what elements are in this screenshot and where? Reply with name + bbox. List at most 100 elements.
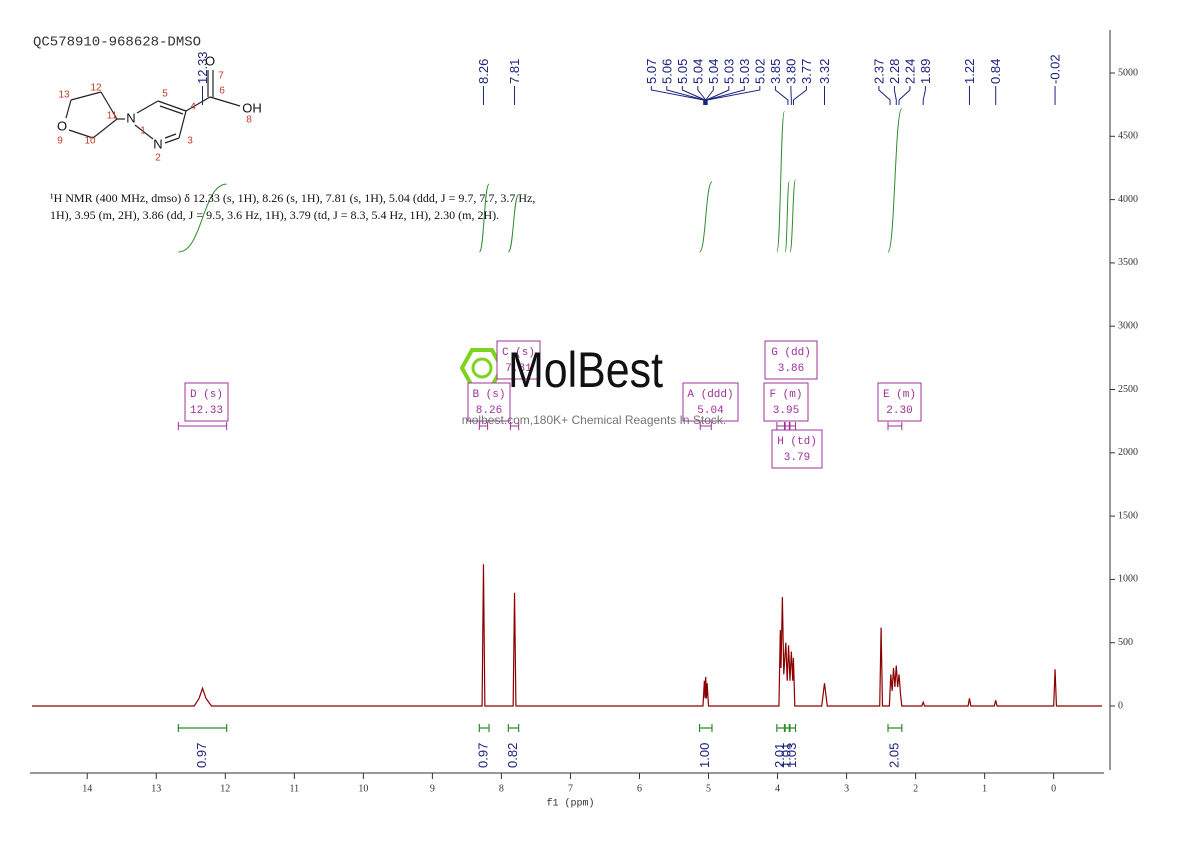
atom-number: 3 <box>187 136 193 147</box>
x-tick-label: 5 <box>706 783 711 794</box>
atom-number: 13 <box>58 90 70 101</box>
peak-label: 5.07 <box>644 59 659 84</box>
x-tick-label: 6 <box>637 783 642 794</box>
chart-title: QC578910-968628-DMSO <box>33 35 201 51</box>
atom-number: 4 <box>190 102 196 113</box>
atom-number: 5 <box>162 89 168 100</box>
peak-label: 5.03 <box>737 59 752 84</box>
multiplet-bracket <box>790 422 796 430</box>
x-tick-label: 4 <box>775 783 780 794</box>
integral-bracket <box>508 724 518 732</box>
multiplet-label: G (dd) <box>771 347 811 359</box>
peak-connector <box>775 86 788 105</box>
peak-label: 5.04 <box>706 59 721 84</box>
multiplet-label: F (m) <box>769 389 802 401</box>
nmr-description: ¹H NMR (400 MHz, dmso) δ 12.33 (s, 1H), … <box>50 191 535 205</box>
atom-label: O <box>205 53 215 68</box>
multiplet-bracket <box>777 422 785 430</box>
y-tick-label: 3500 <box>1118 257 1138 268</box>
x-tick-label: 1 <box>982 783 987 794</box>
multiplet-bracket <box>888 422 902 430</box>
integral-label: 0.97 <box>476 743 491 768</box>
bond <box>66 100 71 118</box>
nmr-description: 1H), 3.95 (m, 2H), 3.86 (dd, J = 9.5, 3.… <box>50 208 499 222</box>
peak-label: 1.22 <box>962 59 977 84</box>
peak-label: 0.84 <box>988 59 1003 84</box>
x-tick-label: 10 <box>358 783 368 794</box>
multiplet-label: B (s) <box>472 389 505 401</box>
peak-label: -0.02 <box>1047 54 1062 84</box>
multiplet-label: H (td) <box>777 436 817 448</box>
y-tick-label: 0 <box>1118 700 1123 711</box>
x-tick-label: 2 <box>913 783 918 794</box>
y-tick-label: 1500 <box>1118 510 1138 521</box>
bond <box>165 134 176 138</box>
peak-connector <box>923 86 925 105</box>
peak-connector <box>894 86 896 105</box>
x-tick-label: 8 <box>499 783 504 794</box>
atom-number: 1 <box>140 126 146 137</box>
integral-label: 1.03 <box>784 743 799 768</box>
atom-label: N <box>153 136 162 151</box>
integral-bracket <box>777 724 785 732</box>
y-tick-label: 2000 <box>1118 447 1138 458</box>
atom-number: 9 <box>57 136 63 147</box>
peak-connector <box>879 86 890 105</box>
peak-label: 3.80 <box>783 59 798 84</box>
multiplet-shift: 3.95 <box>773 405 799 417</box>
y-tick-label: 500 <box>1118 637 1133 648</box>
multiplet-shift: 3.86 <box>778 363 804 375</box>
integral-bracket <box>888 724 902 732</box>
peak-connector <box>793 86 806 105</box>
peak-label: 5.06 <box>659 59 674 84</box>
y-tick-label: 4000 <box>1118 194 1138 205</box>
y-tick-label: 4500 <box>1118 131 1138 142</box>
multiplet-label: A (ddd) <box>687 389 733 401</box>
peak-label: 5.03 <box>721 59 736 84</box>
peak-connector <box>706 86 744 105</box>
x-tick-label: 7 <box>568 783 573 794</box>
peak-label: 1.89 <box>918 59 933 84</box>
bond <box>160 106 183 114</box>
x-axis-label: f1 (ppm) <box>546 798 594 810</box>
multiplet-shift: 3.79 <box>784 452 810 464</box>
integral-curve <box>785 181 789 252</box>
y-tick-label: 2500 <box>1118 384 1138 395</box>
peak-label: 5.04 <box>690 59 705 84</box>
peak-label: 2.28 <box>887 59 902 84</box>
integral-label: 1.00 <box>697 743 712 768</box>
peak-label: 5.02 <box>752 59 767 84</box>
integral-bracket <box>178 724 226 732</box>
x-tick-label: 14 <box>82 783 92 794</box>
peak-label: 3.77 <box>799 59 814 84</box>
peak-label: 8.26 <box>476 59 491 84</box>
bond <box>93 119 117 138</box>
x-tick-label: 9 <box>430 783 435 794</box>
bond <box>165 138 179 143</box>
peak-label: 2.37 <box>871 59 886 84</box>
atom-number: 2 <box>155 153 161 164</box>
integral-bracket <box>700 724 712 732</box>
peak-connector <box>706 86 728 105</box>
integral-curve <box>700 182 712 252</box>
integral-label: 0.82 <box>505 743 520 768</box>
multiplet-shift: 2.30 <box>886 405 912 417</box>
molecule-bonds <box>66 70 240 143</box>
atom-label: N <box>126 110 135 125</box>
bond <box>210 97 240 106</box>
y-tick-label: 3000 <box>1118 321 1138 332</box>
bond <box>137 101 158 113</box>
integral-bracket <box>790 724 796 732</box>
bond <box>179 111 186 138</box>
watermark-tagline: molbest.com,180K+ Chemical Reagents In S… <box>462 413 726 427</box>
x-tick-label: 13 <box>151 783 161 794</box>
atom-number: 7 <box>218 71 224 82</box>
multiplet-bracket <box>178 422 226 430</box>
watermark-brand: MolBest <box>508 342 663 398</box>
atom-number: 12 <box>90 83 102 94</box>
peak-connector <box>707 86 760 105</box>
spectrum-line <box>32 564 1102 706</box>
multiplet-bracket <box>785 422 789 430</box>
x-tick-label: 11 <box>290 783 300 794</box>
